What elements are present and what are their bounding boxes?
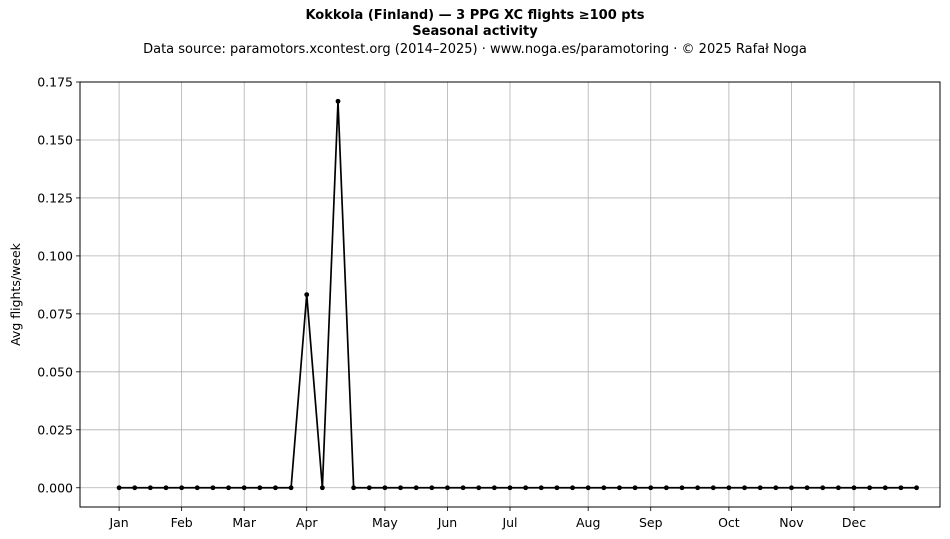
- data-point: [491, 485, 497, 491]
- x-tick-label-oct: Oct: [718, 515, 740, 530]
- x-tick-label-apr: Apr: [296, 515, 318, 530]
- y-tick-label: 0.125: [37, 190, 73, 205]
- data-point: [882, 485, 888, 491]
- data-point: [695, 485, 701, 491]
- data-point: [648, 485, 654, 491]
- data-point: [632, 485, 638, 491]
- x-tick-label-aug: Aug: [576, 515, 600, 530]
- data-point: [319, 485, 325, 491]
- data-point: [210, 485, 216, 491]
- data-point: [585, 485, 591, 491]
- data-point: [147, 485, 153, 491]
- data-point: [304, 292, 310, 298]
- data-point: [382, 485, 388, 491]
- y-tick-label: 0.050: [37, 364, 73, 379]
- x-tick-label-may: May: [372, 515, 398, 530]
- data-point: [132, 485, 138, 491]
- data-point: [366, 485, 372, 491]
- x-axis: Jan Feb Mar Apr May Jun Jul Aug Sep Oct Nov Dec: [108, 507, 866, 530]
- data-point: [226, 485, 231, 491]
- data-point: [757, 485, 763, 491]
- data-point: [194, 485, 200, 491]
- y-tick-label: 0.000: [37, 480, 73, 495]
- x-tick-label-sep: Sep: [639, 515, 663, 530]
- data-point: [476, 485, 482, 491]
- data-point: [413, 485, 419, 491]
- data-point: [820, 485, 826, 491]
- x-tick-label-jul: Jul: [501, 515, 517, 530]
- x-tick-label-mar: Mar: [232, 515, 256, 530]
- x-tick-label-dec: Dec: [842, 515, 866, 530]
- data-point: [429, 485, 435, 491]
- y-tick-label: 0.150: [37, 132, 73, 147]
- data-point: [163, 485, 169, 491]
- y-tick-label: 0.025: [37, 422, 73, 437]
- data-point: [445, 485, 450, 491]
- data-point: [898, 485, 904, 491]
- series-line: [119, 101, 917, 489]
- x-tick-label-jun: Jun: [437, 515, 458, 530]
- data-point: [617, 485, 622, 491]
- chart-title: Kokkola (Finland) — 3 PPG XC flights ≥10…: [305, 8, 645, 23]
- chart-header: Kokkola (Finland) — 3 PPG XC flights ≥10…: [0, 8, 950, 59]
- data-point: [335, 98, 341, 104]
- data-point: [710, 485, 716, 491]
- data-point: [804, 485, 810, 491]
- data-point: [398, 485, 403, 491]
- data-point: [663, 485, 669, 491]
- y-axis: 0.000 0.025 0.050 0.075 0.100 0.125 0.150 0.175: [37, 75, 80, 495]
- data-point: [773, 485, 779, 491]
- data-point: [507, 485, 513, 491]
- x-tick-label-jan: Jan: [108, 515, 128, 530]
- x-tick-label-nov: Nov: [779, 515, 804, 530]
- data-points: [116, 98, 919, 491]
- data-point: [179, 485, 185, 491]
- data-point: [288, 485, 294, 491]
- grid-lines: [80, 81, 940, 507]
- data-point: [851, 485, 857, 491]
- data-point: [554, 485, 560, 491]
- data-point: [835, 485, 841, 491]
- y-tick-label: 0.100: [37, 248, 73, 263]
- data-point: [679, 485, 685, 491]
- data-point: [914, 485, 919, 491]
- data-point: [601, 485, 607, 491]
- data-point: [523, 485, 529, 491]
- y-tick-label: 0.075: [37, 306, 73, 321]
- x-tick-label-feb: Feb: [171, 515, 193, 530]
- data-point: [241, 485, 247, 491]
- data-point: [867, 485, 873, 491]
- data-point: [742, 485, 747, 491]
- data-point: [726, 485, 732, 491]
- data-source-note: Data source: paramotors.xcontest.org (20…: [143, 42, 807, 57]
- data-point: [351, 485, 357, 491]
- data-point: [273, 485, 278, 491]
- data-point: [116, 485, 122, 491]
- data-point: [257, 485, 263, 491]
- data-point: [538, 485, 544, 491]
- y-tick-label: 0.175: [37, 75, 73, 90]
- data-point: [789, 485, 794, 491]
- chart-subtitle: Seasonal activity: [412, 24, 538, 39]
- y-axis-label: Avg flights/week: [8, 242, 23, 346]
- data-point: [460, 485, 466, 491]
- data-point: [570, 485, 575, 491]
